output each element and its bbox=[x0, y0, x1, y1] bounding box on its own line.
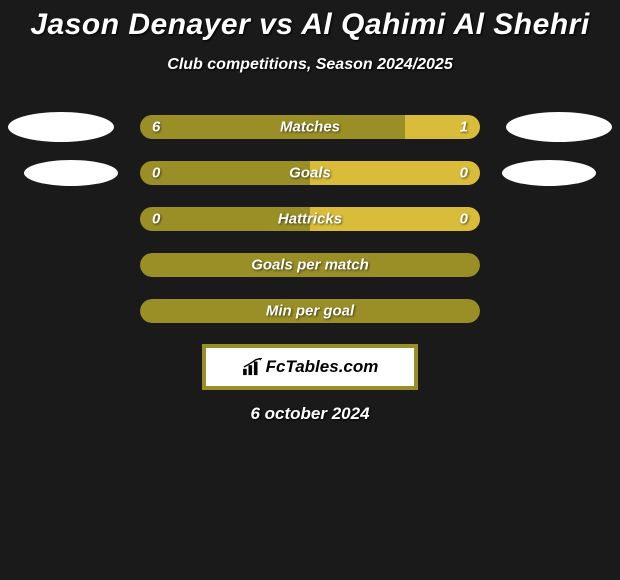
comparison-infographic: Jason Denayer vs Al Qahimi Al Shehri Clu… bbox=[0, 0, 620, 424]
stat-bar: Min per goal bbox=[140, 299, 480, 323]
player-ellipse-left bbox=[8, 112, 114, 142]
stat-value-left: 0 bbox=[152, 211, 160, 228]
stat-value-left: 0 bbox=[152, 165, 160, 182]
stat-row: Matches61 bbox=[0, 104, 620, 150]
stat-value-right: 0 bbox=[460, 211, 468, 228]
bar-segment-right bbox=[310, 207, 480, 231]
stat-bar: Goals per match bbox=[140, 253, 480, 277]
stat-row: Min per goal bbox=[0, 288, 620, 334]
bar-segment-right bbox=[405, 115, 480, 139]
bar-segment-right bbox=[310, 161, 480, 185]
subtitle: Club competitions, Season 2024/2025 bbox=[0, 56, 620, 74]
stat-row: Goals00 bbox=[0, 150, 620, 196]
stat-row: Hattricks00 bbox=[0, 196, 620, 242]
player-ellipse-left bbox=[24, 160, 118, 186]
stat-bar: Hattricks00 bbox=[140, 207, 480, 231]
stat-value-right: 0 bbox=[460, 165, 468, 182]
bar-segment-left bbox=[140, 115, 405, 139]
stat-bar: Goals00 bbox=[140, 161, 480, 185]
date: 6 october 2024 bbox=[0, 404, 620, 424]
stat-value-left: 6 bbox=[152, 119, 160, 136]
bar-rows-container: Matches61Goals00Hattricks00Goals per mat… bbox=[0, 104, 620, 334]
stat-bar: Matches61 bbox=[140, 115, 480, 139]
player-ellipse-right bbox=[502, 160, 596, 186]
logo: FcTables.com bbox=[242, 357, 379, 377]
logo-box: FcTables.com bbox=[202, 344, 418, 390]
bar-segment-left bbox=[140, 207, 310, 231]
logo-text: FcTables.com bbox=[266, 357, 379, 377]
stat-row: Goals per match bbox=[0, 242, 620, 288]
stat-value-right: 1 bbox=[460, 119, 468, 136]
chart-icon bbox=[242, 358, 264, 376]
player-ellipse-right bbox=[506, 112, 612, 142]
bar-segment-left bbox=[140, 161, 310, 185]
title: Jason Denayer vs Al Qahimi Al Shehri bbox=[0, 8, 620, 42]
